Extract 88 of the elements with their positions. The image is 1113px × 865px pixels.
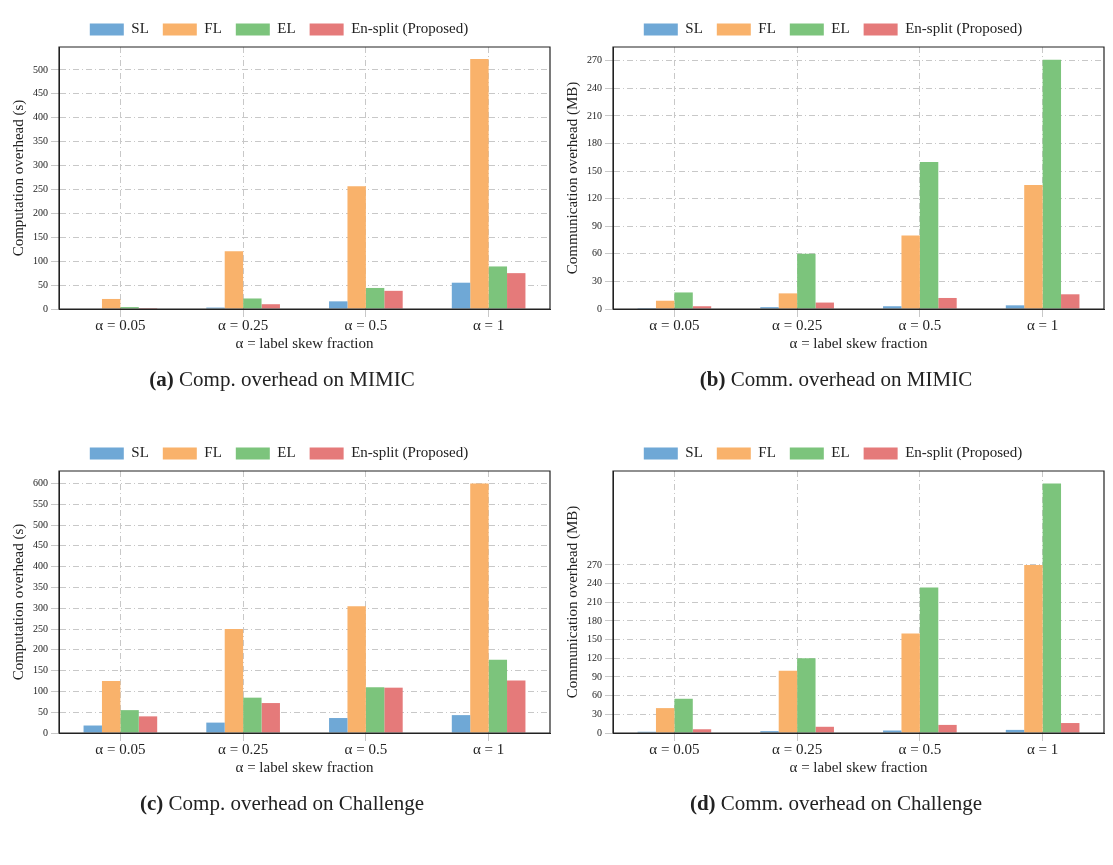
x-axis-title: α = label skew fraction: [789, 758, 928, 775]
text: (a) Comp. overhead on MIMIC: [149, 367, 415, 391]
legend-label: FL: [758, 20, 776, 37]
y-tick-label: 450: [33, 539, 48, 551]
x-axis-title: α = label skew fraction: [235, 758, 374, 775]
x-tick-label: α = 1: [1026, 316, 1059, 333]
y-tick-label: 0: [597, 302, 602, 314]
y-tick-label: 30: [592, 707, 602, 719]
y-tick-label: 270: [587, 558, 602, 570]
x-tick-label: α = 0.5: [898, 740, 942, 757]
y-tick-label: 120: [587, 192, 602, 204]
y-axis-title: Communication overhead (MB): [563, 505, 581, 699]
y-tick-label: 60: [592, 689, 602, 701]
y-tick-label: 0: [597, 726, 602, 738]
y-tick-label: 240: [587, 81, 602, 93]
text: (d) Comm. overhead on Challenge: [689, 791, 983, 815]
y-tick-label: 100: [33, 254, 48, 266]
y-tick-label: 400: [33, 560, 48, 572]
y-tick-label: 500: [33, 518, 48, 530]
y-tick-label: 300: [33, 159, 48, 171]
y-tick-label: 60: [592, 247, 602, 259]
y-tick-label: 200: [33, 207, 48, 218]
y-tick-label: 450: [33, 87, 48, 99]
x-tick-label: α = 0.5: [344, 316, 388, 333]
legend-label: En-split (Proposed): [905, 20, 1023, 38]
x-tick-label: α = 0.25: [772, 316, 823, 333]
y-tick-label: 550: [33, 497, 48, 509]
y-tick-label: 120: [587, 651, 602, 663]
legend-label: En-split (Proposed): [351, 444, 469, 462]
y-tick-label: 350: [33, 581, 48, 593]
y-tick-label: 600: [33, 477, 48, 489]
y-tick-label: 180: [587, 614, 602, 626]
legend-label: EL: [277, 20, 296, 37]
x-tick-label: α = 1: [1026, 740, 1059, 757]
y-tick-label: 100: [33, 685, 48, 697]
text: (b) Comm. overhead on MIMIC: [699, 367, 973, 391]
y-tick-label: 400: [33, 111, 48, 123]
y-tick-label: 150: [587, 633, 602, 645]
y-tick-label: 240: [587, 577, 602, 589]
x-tick-label: α = 0.05: [95, 740, 146, 757]
y-tick-label: 50: [38, 705, 48, 717]
y-tick-label: 150: [33, 664, 48, 676]
legend-label: En-split (Proposed): [905, 444, 1023, 462]
legend-label: SL: [685, 444, 703, 461]
legend-label: SL: [685, 20, 703, 37]
y-tick-label: 30: [592, 275, 602, 287]
y-tick-label: 90: [592, 219, 602, 231]
x-axis-title: α = label skew fraction: [789, 334, 928, 351]
x-tick-label: α = 0.05: [95, 316, 146, 333]
y-tick-label: 250: [33, 183, 48, 195]
legend-label: FL: [758, 444, 776, 461]
x-tick-label: α = 0.25: [218, 316, 269, 333]
y-tick-label: 270: [587, 54, 602, 66]
y-tick-label: 200: [33, 643, 48, 655]
legend-label: SL: [131, 20, 149, 37]
x-axis-title: α = label skew fraction: [235, 334, 374, 351]
legend-label: SL: [131, 444, 149, 461]
legend-label: EL: [277, 444, 296, 461]
legend-label: FL: [204, 444, 222, 461]
x-tick-label: α = 0.5: [344, 740, 388, 757]
y-axis-title: Computation overhead (s): [9, 523, 27, 681]
legend-label: EL: [831, 444, 850, 461]
y-tick-label: 350: [33, 135, 48, 147]
text: (c) Comp. overhead on Challenge: [140, 791, 424, 815]
x-tick-label: α = 0.05: [649, 316, 700, 333]
legend-label: FL: [204, 20, 222, 37]
y-tick-label: 90: [592, 670, 602, 682]
y-tick-label: 210: [587, 109, 602, 121]
x-tick-label: α = 1: [472, 316, 505, 333]
y-tick-label: 50: [38, 278, 48, 290]
x-tick-label: α = 0.25: [772, 740, 823, 757]
x-tick-label: α = 0.5: [898, 316, 942, 333]
x-tick-label: α = 0.05: [649, 740, 700, 757]
y-axis-title: Computation overhead (s): [9, 99, 27, 257]
y-tick-label: 0: [43, 726, 48, 738]
x-tick-label: α = 1: [472, 740, 505, 757]
y-tick-label: 250: [33, 622, 48, 634]
legend-label: EL: [831, 20, 850, 37]
y-tick-label: 150: [587, 164, 602, 176]
y-tick-label: 210: [587, 595, 602, 607]
legend-label: En-split (Proposed): [351, 20, 469, 38]
y-tick-label: 180: [587, 137, 602, 149]
y-tick-label: 150: [33, 230, 48, 242]
y-axis-title: Communication overhead (MB): [563, 81, 581, 275]
y-tick-label: 300: [33, 601, 48, 613]
x-tick-label: α = 0.25: [218, 740, 269, 757]
y-tick-label: 500: [33, 63, 48, 75]
y-tick-label: 0: [43, 302, 48, 314]
